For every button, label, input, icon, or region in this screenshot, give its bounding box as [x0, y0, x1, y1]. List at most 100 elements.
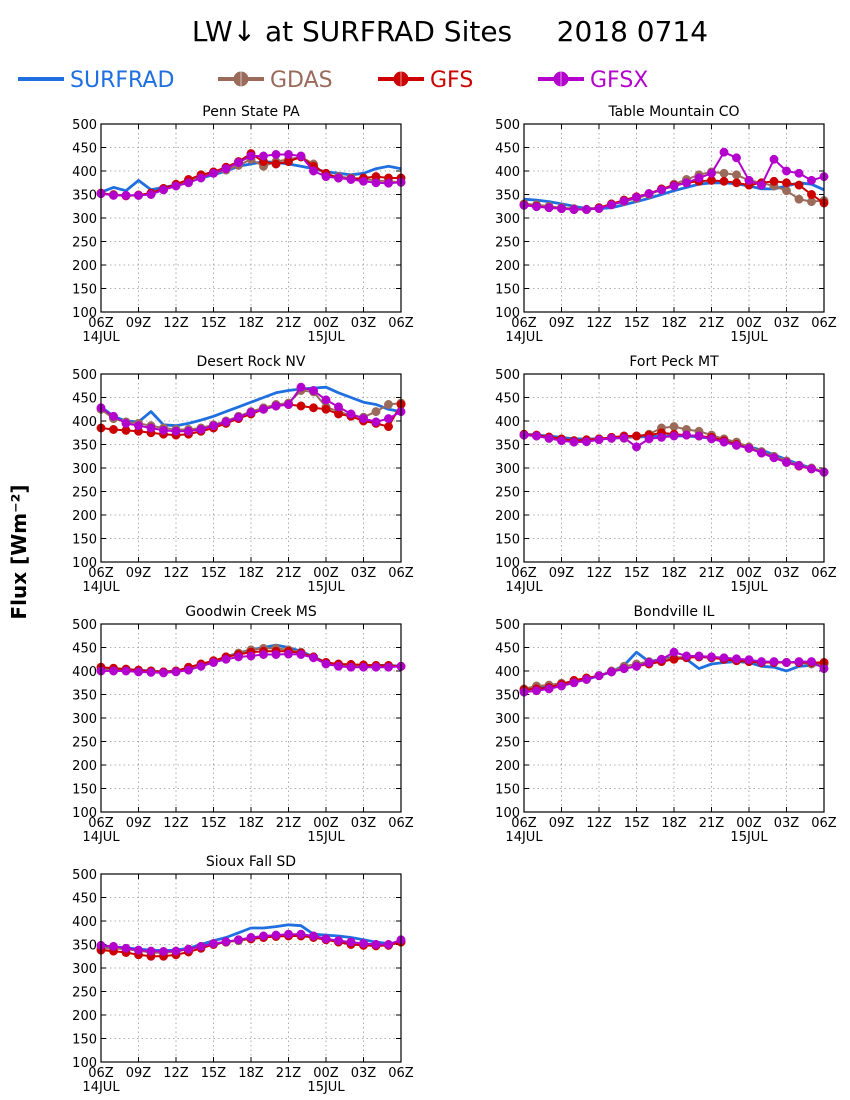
data-point [271, 930, 281, 940]
x-tick-label: 09Z [126, 316, 152, 331]
data-point [296, 382, 306, 392]
x-tick-label: 03Z [351, 816, 377, 831]
y-tick-label: 100 [72, 306, 97, 321]
data-point [359, 414, 368, 424]
data-point [321, 404, 331, 414]
data-point [284, 929, 293, 939]
data-point [371, 940, 381, 949]
data-point [146, 423, 156, 433]
data-point [209, 168, 218, 178]
data-point [146, 946, 156, 956]
data-point [296, 929, 306, 939]
data-point [171, 946, 181, 956]
data-point [171, 667, 181, 677]
y-tick-label: 100 [495, 806, 520, 821]
x-tick-label: 09Z [549, 816, 575, 831]
x-tick-label: 12Z [163, 316, 189, 331]
x-tick-label: 12Z [163, 566, 189, 581]
y-tick-label: 350 [72, 439, 97, 454]
data-point [196, 173, 206, 183]
x-tick-label: 15Z [201, 566, 227, 581]
y-tick-label: 450 [72, 642, 97, 657]
y-tick-label: 350 [72, 939, 97, 954]
chart-panel: Table Mountain CO 100 150 200 250 300 350 400 45… [495, 104, 837, 345]
y-tick-label: 250 [495, 736, 520, 751]
x-tick-label: 15Z [624, 316, 650, 331]
x-tick-label: 15Z [624, 816, 650, 831]
y-tick-label: 200 [495, 759, 520, 774]
data-point [682, 430, 691, 440]
date-label: 15JUL [307, 830, 345, 845]
data-point [359, 662, 368, 672]
x-tick-label: 18Z [661, 566, 687, 581]
data-point [757, 448, 766, 458]
y-tick-label: 450 [72, 892, 97, 907]
y-tick-label: 200 [72, 759, 97, 774]
data-point [644, 434, 654, 444]
y-tick-label: 100 [72, 556, 97, 571]
data-point [544, 433, 554, 443]
data-point [594, 671, 604, 681]
data-point [532, 686, 541, 696]
y-tick-label: 150 [72, 783, 97, 798]
y-tick-label: 300 [72, 462, 97, 477]
data-point [744, 175, 754, 185]
data-point [109, 941, 118, 951]
y-tick-label: 200 [72, 259, 97, 274]
data-point [159, 425, 168, 435]
data-point [794, 194, 804, 204]
data-point [121, 666, 131, 676]
data-point [321, 395, 331, 405]
series-surfrad [100, 385, 402, 428]
data-point [271, 150, 281, 159]
data-point [334, 936, 343, 946]
data-point [234, 652, 243, 662]
y-tick-label: 250 [72, 236, 97, 251]
series-gfsx [519, 647, 829, 697]
y-tick-label: 300 [495, 712, 520, 727]
data-point [557, 204, 566, 214]
y-tick-label: 350 [495, 439, 520, 454]
data-point [234, 935, 243, 945]
data-point [619, 664, 629, 674]
x-tick-label: 18Z [661, 316, 687, 331]
data-point [334, 661, 343, 671]
y-tick-label: 400 [72, 415, 97, 430]
data-point [644, 189, 654, 199]
data-point [184, 426, 193, 436]
x-tick-label: 00Z [313, 816, 339, 831]
data-point [134, 667, 143, 677]
legend-item: GDAS [218, 68, 333, 93]
chart-panel: Bondville IL 100 150 200 250 300 350 400 450 500 0… [495, 604, 837, 845]
y-tick-label: 300 [495, 212, 520, 227]
data-point [557, 681, 566, 691]
date-label: 15JUL [307, 580, 345, 595]
data-point [782, 457, 791, 467]
y-tick-label: 100 [495, 556, 520, 571]
y-tick-label: 400 [495, 665, 520, 680]
data-point [321, 659, 331, 669]
data-point [532, 431, 541, 441]
x-tick-label: 12Z [586, 566, 612, 581]
series-line [100, 385, 402, 428]
x-tick-label: 06Z [811, 816, 837, 831]
data-point [669, 181, 679, 191]
data-point [359, 176, 368, 186]
data-point [246, 651, 256, 661]
data-point [384, 940, 393, 949]
data-point [594, 204, 604, 214]
data-point [346, 409, 356, 419]
series-gfsx [519, 147, 829, 214]
y-tick-label: 450 [495, 142, 520, 157]
data-point [146, 190, 156, 199]
x-tick-label: 15Z [201, 1066, 227, 1081]
chart-panel: Penn State PA 100 150 200 250 300 350 400 450 500… [72, 104, 414, 345]
y-tick-label: 350 [495, 189, 520, 204]
legend-item: SURFRAD [18, 68, 174, 93]
x-tick-label: 15Z [201, 816, 227, 831]
data-point [607, 433, 616, 443]
x-tick-label: 18Z [661, 816, 687, 831]
panel-title: Sioux Fall SD [206, 854, 296, 870]
data-point [644, 658, 654, 667]
plot-frame [100, 873, 402, 1063]
